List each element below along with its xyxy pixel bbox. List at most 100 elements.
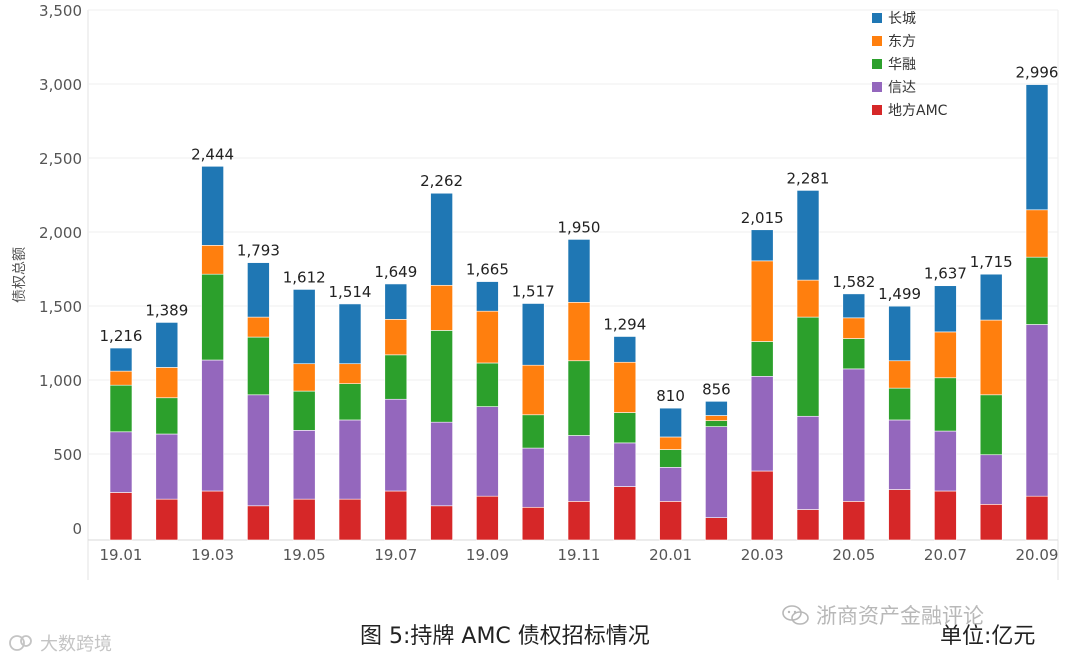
bar-segment [476,495,499,541]
bar-segment [659,407,682,438]
total-label: 2,262 [420,172,463,190]
bar-segment [796,190,820,281]
bar-segment [888,489,911,541]
bar-segment [934,331,957,379]
bar-segment [384,319,408,356]
legend-swatch [872,82,882,92]
bar-segment [567,239,591,303]
legend-swatch [872,59,882,69]
bar-segment [201,245,224,275]
bar-segment [430,330,453,423]
bar-segment [476,281,499,312]
bar-segment [705,401,728,416]
bar-segment [338,363,362,385]
total-label: 1,793 [237,242,280,260]
watermark-text: 大数跨境 [40,634,112,655]
total-label: 1,517 [512,282,555,300]
bar-segment [201,490,224,541]
bar-segment [384,283,408,320]
bar-segment [521,447,545,508]
bar-segment [705,420,728,427]
unit-label: 单位:亿元 [940,624,1036,649]
bar-segment [109,492,133,541]
bar-segment [705,415,728,421]
bar-segment [613,412,637,444]
bar-segment [1025,256,1049,325]
legend-label: 东方 [888,34,916,50]
bar-segment [521,303,545,366]
y-tick-label: 1,500 [39,298,82,316]
bar-segment [1025,209,1049,258]
x-tick-label: 20.07 [924,546,967,564]
bar-segment [796,316,820,417]
bar-segment [155,367,179,399]
bar-segment [292,289,316,365]
legend-label: 信达 [888,80,916,96]
x-tick-label: 19.03 [191,546,234,564]
total-label: 810 [656,387,685,405]
legend-label: 地方AMC [888,103,948,119]
bar-segment [155,322,179,368]
bar-segment [659,467,682,502]
bar-segment [338,383,362,421]
x-tick-label: 19.07 [374,546,417,564]
bar-segment [888,360,911,389]
bar-segment [201,273,224,361]
bar-segment [979,454,1003,505]
bar-segment [659,501,682,541]
bar-segment [338,498,362,541]
bar-segment [796,509,820,541]
total-label: 1,637 [924,265,967,283]
y-tick-label: 3,500 [39,2,82,20]
bar-segment [888,305,911,362]
bar-segment [567,435,591,502]
bar-segment [430,421,453,507]
total-label: 1,499 [878,285,921,303]
bar-segment [338,303,362,365]
watermark-logo-icon [9,635,32,651]
total-label: 1,665 [466,261,509,279]
bar-segment [521,506,545,541]
bar-segment [934,430,957,492]
source-credit: 浙商资产金融评论 [782,600,984,630]
bar-segment [934,490,957,541]
bar-segment [247,316,270,338]
bar-segment [384,490,408,541]
bar-segment [750,229,774,262]
bar-segment [750,260,774,342]
figure-caption: 图 5:持牌 AMC 债权招标情况 [360,624,650,649]
x-axis: 19.01 19.03 19.05 19.07 19.09 19.11 20.01 20.03… [100,546,1059,564]
bar-segment [292,498,316,541]
x-tick-label: 19.01 [100,546,143,564]
y-tick-label: 2,000 [39,224,82,242]
total-label: 2,015 [741,209,784,227]
y-tick-label: 2,500 [39,150,82,168]
bar-segment [476,310,499,364]
bar-segment [796,415,820,510]
total-label: 2,996 [1016,64,1059,82]
bar-segment [705,426,728,518]
bar-segment [842,501,866,541]
bar-segment [247,262,270,318]
bar-segment [109,384,133,433]
x-tick-label: 19.05 [283,546,326,564]
source-text: 浙商资产金融评论 [816,604,984,628]
bar-segment [842,368,866,502]
y-tick-label: 3,000 [39,76,82,94]
bar-segment [201,165,224,246]
total-label: 2,444 [191,145,234,163]
y-tick-label: 1,000 [39,372,82,390]
bar-segment [476,406,499,497]
bar-segment [247,505,270,541]
bar-segment [567,360,591,436]
bar-segment [430,284,453,331]
y-tick-label: 500 [53,446,82,464]
bar-segment [109,431,133,493]
bar-segment [430,192,453,286]
total-label: 1,216 [100,327,143,345]
legend-label: 华融 [888,57,916,73]
legend-swatch [872,13,882,23]
bar-segment [521,364,545,416]
